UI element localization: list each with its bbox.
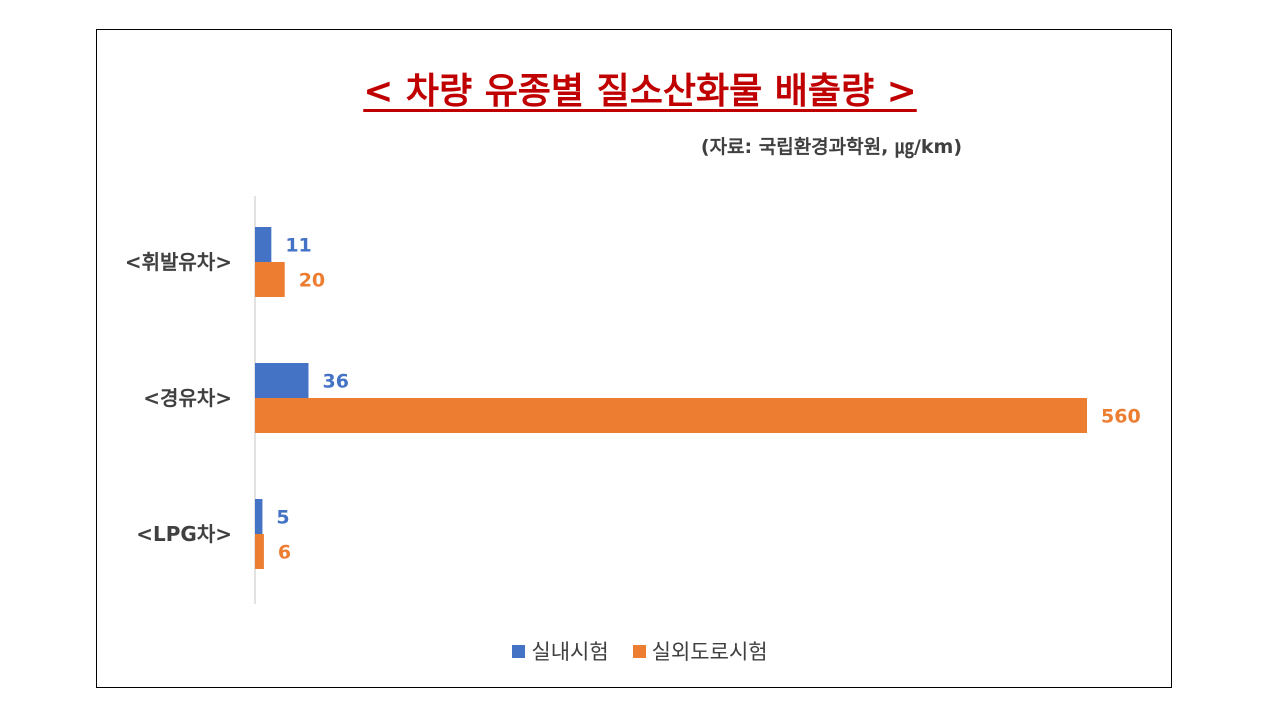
bar-indoor — [255, 227, 272, 262]
category-label: <LPG차> — [136, 522, 232, 546]
chart-title: < 차량 유종별 질소산화물 배출량 > — [363, 71, 917, 112]
category-label: <휘발유차> — [125, 250, 232, 274]
legend-item-indoor: 실내시험 — [512, 636, 609, 666]
legend-item-outdoor: 실외도로시험 — [632, 636, 768, 666]
bar-outdoor — [255, 262, 285, 297]
category-label: <경유차> — [143, 386, 232, 410]
bar-outdoor — [255, 534, 264, 569]
legend-label-outdoor: 실외도로시험 — [651, 640, 768, 664]
chart-frame — [96, 29, 1172, 688]
data-label: 6 — [278, 542, 291, 564]
bar-indoor — [255, 499, 263, 534]
bar-indoor — [255, 363, 309, 398]
legend-swatch-indoor — [512, 644, 526, 658]
data-label: 560 — [1101, 406, 1141, 428]
chart-subtitle: (자료: 국립환경과학원, ㎍/km) — [700, 136, 962, 158]
data-label: 5 — [276, 507, 289, 529]
bar-outdoor — [255, 398, 1087, 433]
data-label: 36 — [322, 371, 348, 393]
legend: 실내시험 실외도로시험 — [0, 636, 1280, 666]
legend-swatch-outdoor — [632, 644, 646, 658]
legend-label-indoor: 실내시험 — [531, 640, 609, 664]
data-label: 11 — [285, 235, 311, 257]
data-label: 20 — [299, 270, 325, 292]
